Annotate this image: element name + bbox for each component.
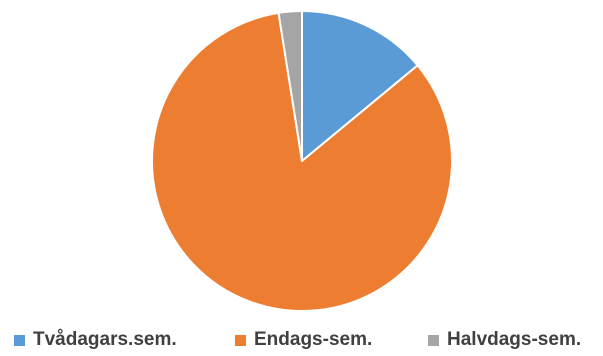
legend-item-endags: Endags-sem.: [235, 328, 372, 352]
legend-label-halvdags: Halvdags-sem.: [447, 329, 582, 350]
pie-slice-tvadagars-sem: [301, 10, 419, 162]
legend-swatch-endags: [235, 334, 246, 346]
legend: Tvådagars.sem. Endags-sem. Halvdags-sem.: [0, 328, 603, 352]
pie-slices: [151, 10, 453, 312]
pie-slice-halvdags-sem: [277, 10, 303, 162]
legend-label-tvadagars: Tvådagars.sem.: [33, 329, 177, 350]
legend-swatch-tvadagars: [14, 334, 25, 346]
legend-item-tvadagars: Tvådagars.sem.: [14, 328, 177, 352]
legend-label-endags: Endags-sem.: [254, 329, 373, 350]
legend-swatch-halvdags: [428, 334, 439, 346]
pie-plot-area: [151, 10, 453, 312]
legend-item-halvdags: Halvdags-sem.: [428, 328, 581, 352]
